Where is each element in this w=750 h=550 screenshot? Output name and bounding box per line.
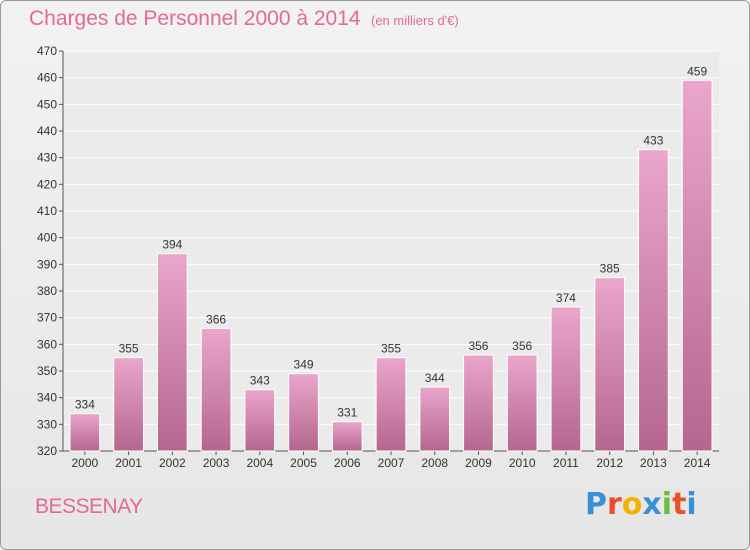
x-tick-label: 2001 (115, 456, 142, 470)
logo-letter: r (607, 487, 622, 522)
bars (69, 79, 713, 452)
place-name: BESSENAY (35, 495, 143, 518)
bar-2003 (200, 327, 232, 452)
logo-letter: i (661, 487, 673, 522)
bar-2006 (331, 421, 363, 452)
x-tick-label: 2009 (465, 456, 492, 470)
data-label-2002: 394 (162, 238, 182, 252)
data-label-2001: 355 (119, 342, 139, 356)
y-tick-label: 330 (37, 417, 57, 431)
y-tick-label: 450 (37, 97, 57, 111)
chart-subtitle: (en milliers d'€) (371, 13, 459, 28)
bar-2013 (638, 149, 669, 452)
data-label-2003: 366 (206, 312, 226, 326)
y-tick-label: 410 (37, 204, 57, 218)
y-tick-label: 440 (37, 124, 57, 138)
x-tick-label: 2007 (378, 456, 405, 470)
data-label-2004: 343 (250, 374, 270, 388)
y-tick-label: 390 (37, 257, 57, 271)
bar-2008 (419, 386, 451, 452)
x-tick-label: 2011 (553, 456, 579, 470)
proxiti-logo: Proxiti (585, 487, 697, 522)
x-tick-label: 2004 (246, 456, 273, 470)
chart-title: Charges de Personnel 2000 à 2014 (29, 7, 361, 30)
bar-2001 (113, 357, 144, 452)
data-label-2000: 334 (75, 398, 95, 412)
data-labels: 334 355 394 366 343 349 331 355 344 356 356 374 385 4… (75, 64, 708, 419)
logo-letter: t (672, 487, 687, 522)
data-label-2013: 433 (643, 134, 663, 148)
y-tick-label: 470 (37, 44, 57, 58)
data-label-2007: 355 (381, 342, 401, 356)
y-tick-label: 380 (37, 284, 57, 298)
logo-letter: x (642, 487, 662, 522)
bar-2000 (69, 413, 101, 452)
bar-2014 (681, 79, 713, 452)
data-label-2006: 331 (337, 406, 357, 420)
bar-2011 (550, 306, 582, 452)
y-tick-label: 460 (37, 71, 57, 85)
axes: 320 330 340 350 360 370 380 390 400 410 420 430 440 4… (37, 44, 719, 470)
x-tick-label: 2014 (684, 456, 711, 470)
bar-2007 (375, 357, 407, 452)
bar-2005 (288, 373, 319, 452)
x-tick-label: 2005 (290, 456, 317, 470)
data-label-2014: 459 (687, 64, 707, 78)
y-tick-label: 420 (37, 177, 57, 191)
y-tick-label: 370 (37, 311, 57, 325)
bar-2002 (156, 253, 188, 452)
bar-2009 (463, 354, 494, 452)
y-tick-label: 350 (37, 364, 57, 378)
x-tick-label: 2013 (640, 456, 667, 470)
bar-2004 (244, 389, 276, 452)
data-label-2008: 344 (425, 371, 445, 385)
y-tick-label: 360 (37, 337, 57, 351)
logo-letter: i (686, 487, 697, 522)
x-tick-label: 2012 (596, 456, 623, 470)
x-tick-label: 2002 (159, 456, 186, 470)
data-label-2010: 356 (512, 339, 532, 353)
data-label-2011: 374 (556, 291, 576, 305)
bar-2012 (594, 277, 626, 452)
y-tick-label: 320 (37, 444, 57, 458)
logo-letter: P (585, 487, 607, 522)
data-label-2012: 385 (600, 262, 620, 276)
y-tick-label: 400 (37, 231, 57, 245)
x-tick-label: 2003 (203, 456, 230, 470)
x-tick-label: 2008 (421, 456, 448, 470)
x-tick-label: 2006 (334, 456, 361, 470)
bar-2010 (506, 354, 538, 452)
y-tick-label: 430 (37, 151, 57, 165)
data-label-2005: 349 (294, 358, 314, 372)
x-tick-label: 2010 (509, 456, 536, 470)
data-label-2009: 356 (468, 339, 488, 353)
x-tick-label: 2000 (72, 456, 99, 470)
y-tick-label: 340 (37, 391, 57, 405)
logo-letter: o (621, 487, 643, 522)
